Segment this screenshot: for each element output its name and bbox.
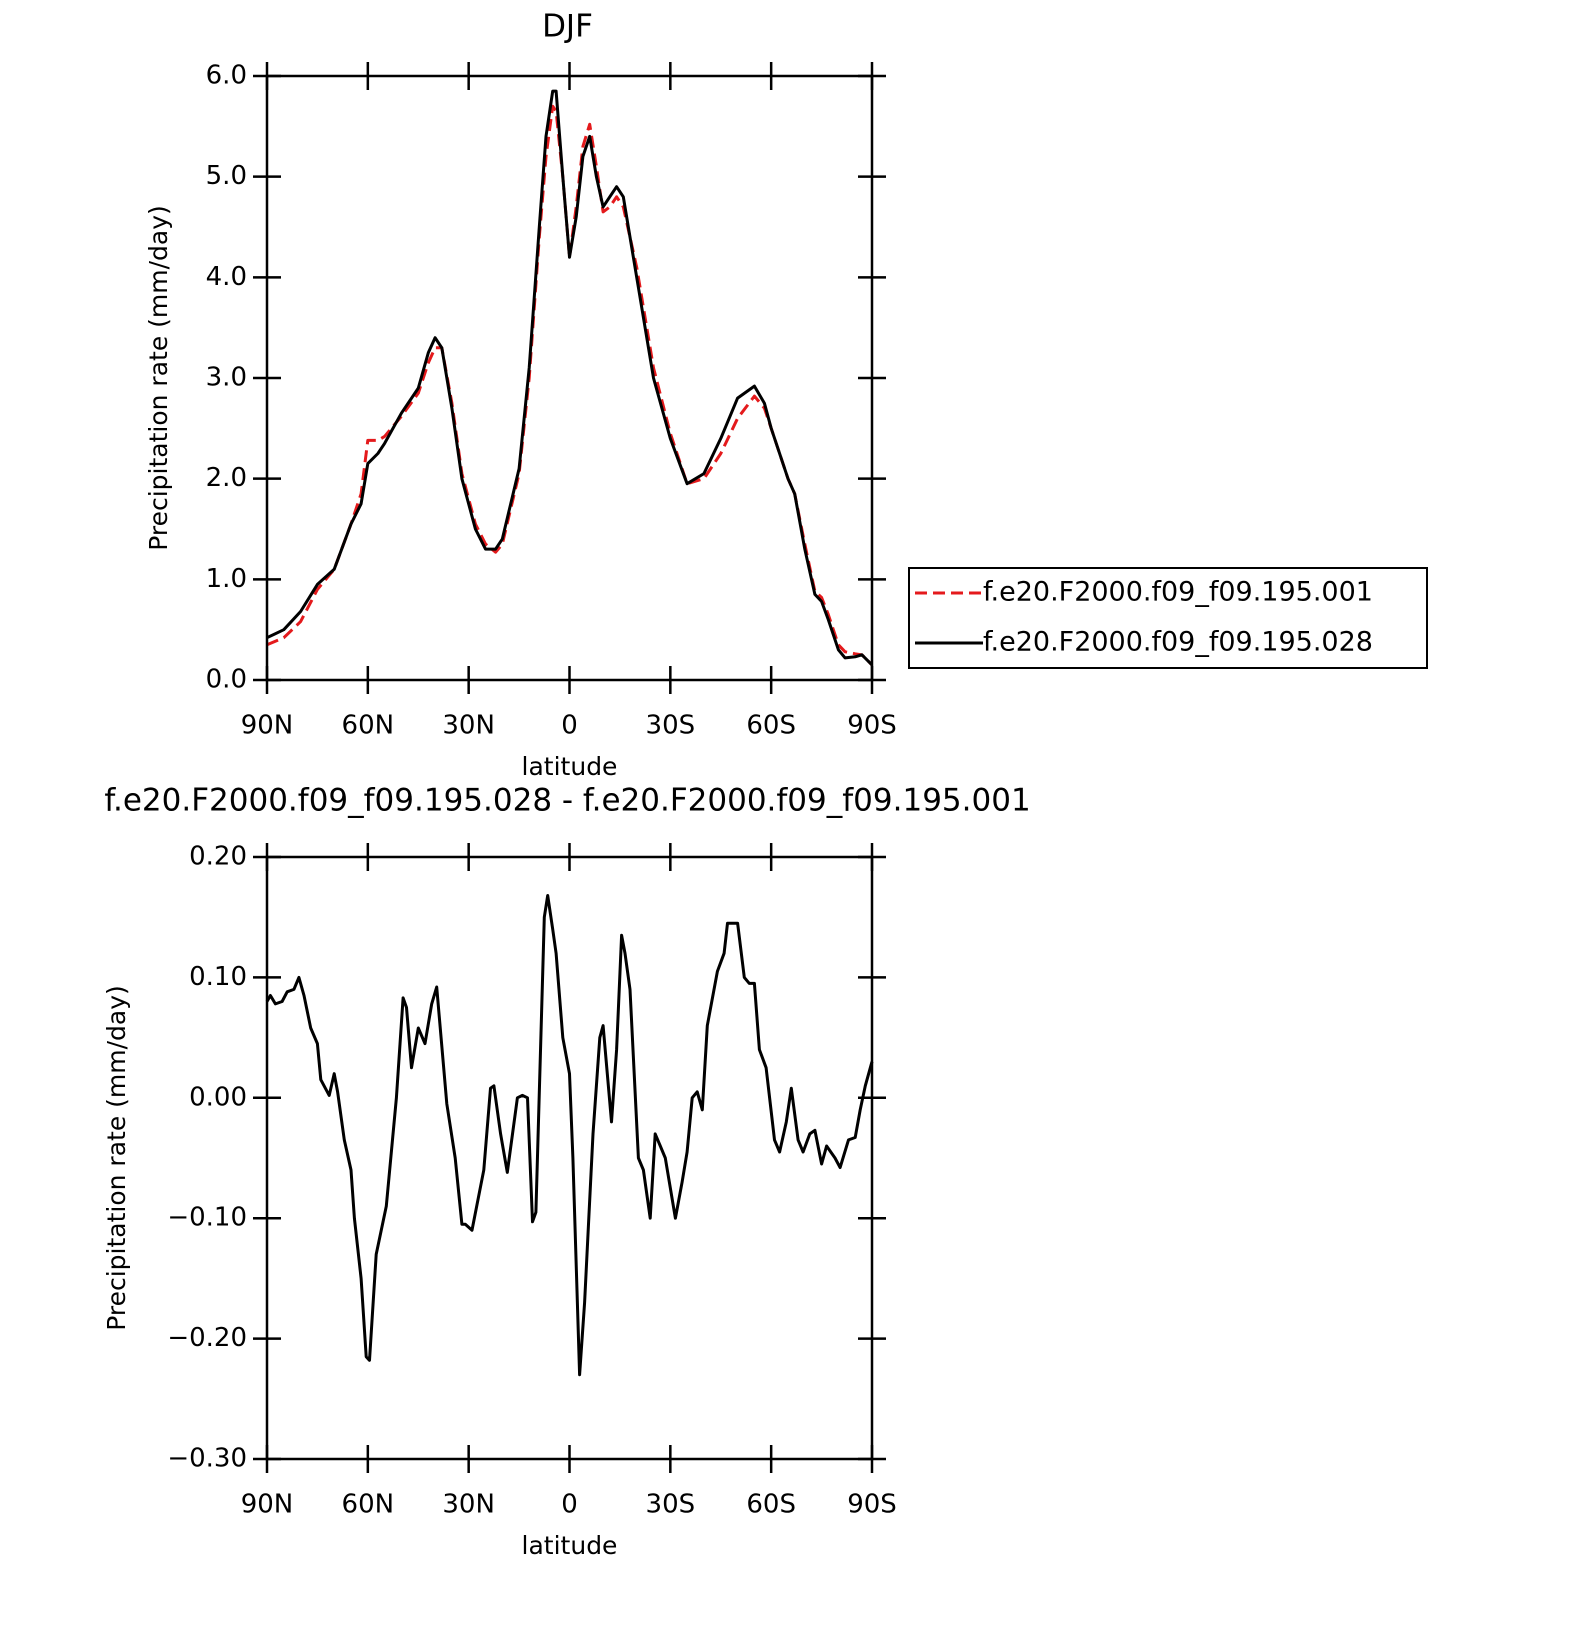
x-tick-label: 0 (561, 711, 578, 741)
x-tick-label: 30N (442, 711, 495, 741)
y-tick-label: 2.0 (206, 463, 247, 493)
x-axis-label: latitude (522, 1531, 618, 1560)
x-tick-label: 90N (241, 1490, 294, 1520)
x-tick-label: 60N (342, 1490, 395, 1520)
series-line (265, 894, 874, 1377)
y-tick-label: 3.0 (206, 363, 247, 393)
y-tick-label: 0.00 (189, 1082, 247, 1112)
x-tick-label: 90S (847, 1490, 897, 1520)
x-tick-label: 60S (746, 1490, 796, 1520)
subplot: f.e20.F2000.f09_f09.195.028 - f.e20.F200… (102, 783, 1031, 1561)
series-line (266, 89, 874, 666)
chart-title: f.e20.F2000.f09_f09.195.028 - f.e20.F200… (104, 783, 1030, 819)
y-tick-label: 0.20 (189, 842, 247, 872)
y-tick-label: 6.0 (206, 61, 247, 91)
x-axis-label: latitude (522, 752, 618, 781)
x-tick-label: 30S (646, 711, 696, 741)
y-axis-label: Precipitation rate (mm/day) (102, 985, 131, 1331)
y-tick-label: 0.10 (189, 962, 247, 992)
y-tick-label: −0.30 (167, 1444, 247, 1474)
x-tick-label: 30S (646, 1490, 696, 1520)
x-tick-label: 60S (746, 711, 796, 741)
y-axis-label: Precipitation rate (mm/day) (144, 205, 173, 551)
plot-frame (265, 74, 874, 682)
x-tick-label: 60N (342, 711, 395, 741)
legend-label: f.e20.F2000.f09_f09.195.028 (983, 627, 1373, 658)
y-tick-label: −0.20 (167, 1323, 247, 1353)
y-tick-label: 1.0 (206, 564, 247, 594)
y-tick-label: −0.10 (167, 1203, 247, 1233)
x-tick-label: 90S (847, 711, 897, 741)
y-tick-label: 5.0 (206, 161, 247, 191)
legend-box (908, 567, 1428, 669)
series-line (266, 104, 874, 666)
x-tick-label: 30N (442, 1490, 495, 1520)
y-tick-label: 4.0 (206, 262, 247, 292)
legend: f.e20.F2000.f09_f09.195.001 f.e20.F2000.f… (908, 567, 1428, 669)
plot-frame (265, 855, 874, 1461)
subplot: DJF latitude Precipitation rate (mm/day) 0.… (144, 9, 1428, 781)
x-tick-label: 90N (241, 711, 294, 741)
x-tick-label: 0 (561, 1490, 578, 1520)
legend-label: f.e20.F2000.f09_f09.195.001 (983, 577, 1373, 608)
chart-title: DJF (542, 9, 593, 45)
y-tick-label: 0.0 (206, 665, 247, 695)
